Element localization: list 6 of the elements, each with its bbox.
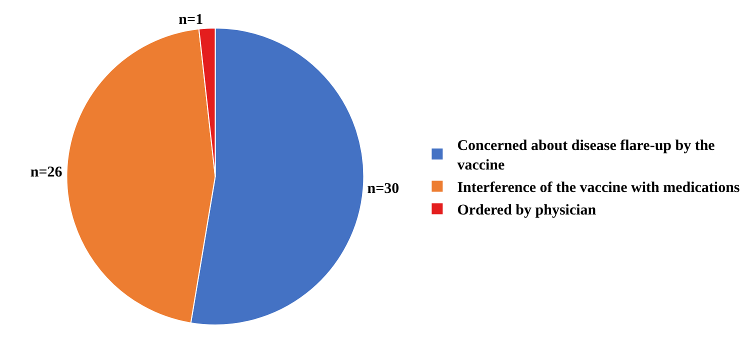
data-label: n=30 <box>367 180 400 197</box>
data-label: n=1 <box>178 12 204 28</box>
legend-label: Ordered by physician <box>457 202 597 219</box>
legend-label: Interference of the vaccine with medications <box>457 180 740 196</box>
legend-label: Concerned about disease flare-up by the vaccine <box>457 138 716 174</box>
data-label: n=26 <box>30 164 63 180</box>
